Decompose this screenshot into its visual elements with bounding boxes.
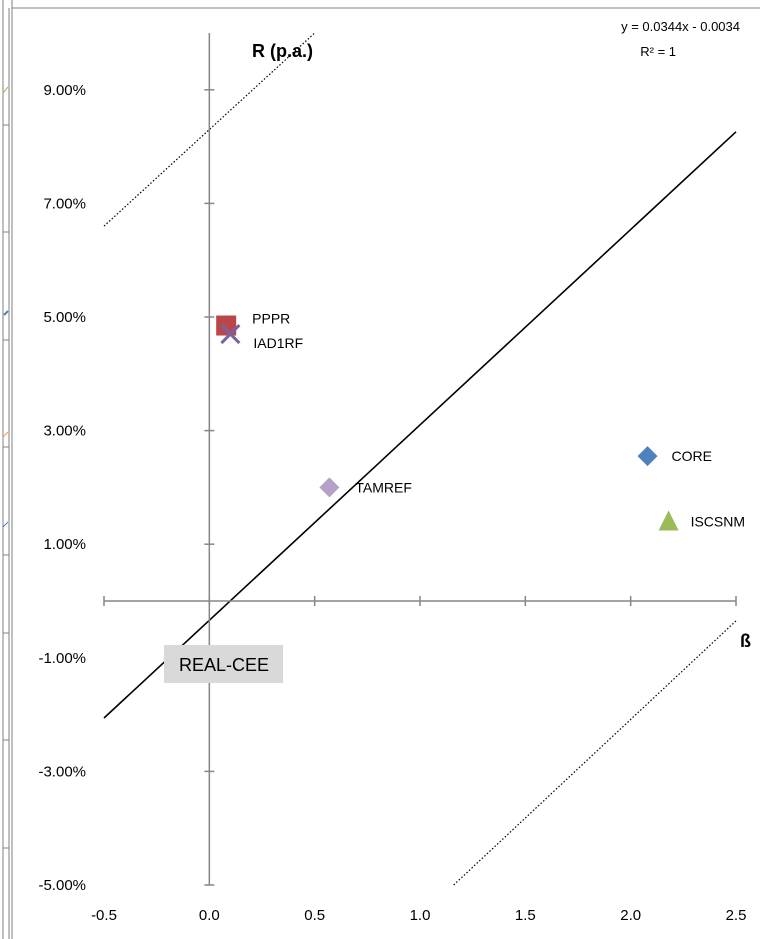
- y-tick-labels: 9.00% 7.00% 5.00% 3.00% 1.00% -1.00% -3.00% -5.…: [38, 82, 86, 894]
- real-cee-box: REAL-CEE: [164, 645, 283, 683]
- real-cee-label: REAL-CEE: [179, 655, 269, 675]
- x-tick-label: 1.0: [410, 907, 431, 924]
- x-stroke: [220, 323, 241, 345]
- marker-iad1rf: [220, 323, 241, 345]
- data-label-pppr: PPPR: [252, 311, 290, 327]
- data-markers: [216, 315, 679, 531]
- x-tick-label: 1.5: [515, 907, 536, 924]
- marker-core: [637, 446, 658, 467]
- marker-pppr: [216, 315, 237, 336]
- data-label-tamref: TAMREF: [355, 479, 412, 495]
- x-tick-labels: -0.5 0.0 0.5 1.0 1.5 2.0 2.5: [91, 907, 746, 924]
- y-axis-title: R (p.a.): [252, 41, 313, 61]
- x-tick-label: 0.5: [304, 907, 325, 924]
- data-label-core: CORE: [672, 448, 712, 464]
- x-tick-label: 2.0: [620, 907, 641, 924]
- trendline-equation: y = 0.0344x - 0.0034: [621, 19, 740, 34]
- y-tick-label: 5.00%: [43, 309, 86, 326]
- left-partial-panel: [2, 0, 13, 939]
- y-tick-label: 9.00%: [43, 82, 86, 99]
- dotted-band-line: [103, 32, 316, 227]
- x-axis-title: ß: [740, 631, 751, 651]
- y-tick-label: -1.00%: [38, 650, 86, 667]
- real-cee-box-background: [164, 645, 283, 683]
- x-tick-label: 0.0: [199, 907, 220, 924]
- y-tick-label: 1.00%: [43, 536, 86, 553]
- y-tick-label: -3.00%: [38, 763, 86, 780]
- dotted-band-lines: [103, 32, 737, 886]
- dotted-band-line: [453, 620, 737, 886]
- trendline-r-squared: R² = 1: [640, 44, 676, 59]
- y-tick-label: 7.00%: [43, 195, 86, 212]
- x-tick-label: 2.5: [726, 907, 747, 924]
- data-label-iad1rf: IAD1RF: [253, 335, 303, 351]
- marker-iscsnm: [658, 510, 679, 531]
- data-label-iscsnm: ISCSNM: [691, 513, 745, 529]
- y-tick-label: 3.00%: [43, 423, 86, 440]
- x-tick-label: -0.5: [91, 907, 117, 924]
- axes: [103, 33, 737, 886]
- data-labels: PPPR IAD1RF TAMREF CORE ISCSNM: [252, 311, 745, 530]
- y-tick-label: -5.00%: [38, 877, 86, 894]
- marker-tamref: [319, 477, 340, 498]
